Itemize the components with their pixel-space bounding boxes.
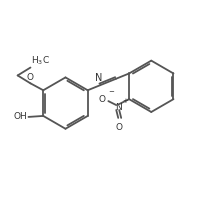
Text: +: + <box>122 98 128 104</box>
Text: N: N <box>115 103 122 112</box>
Text: O: O <box>116 123 123 132</box>
Text: N: N <box>95 73 103 83</box>
Text: O: O <box>27 73 34 82</box>
Text: O: O <box>98 95 105 104</box>
Text: −: − <box>108 89 114 95</box>
Text: OH: OH <box>14 112 28 121</box>
Text: H$_3$C: H$_3$C <box>31 54 50 67</box>
